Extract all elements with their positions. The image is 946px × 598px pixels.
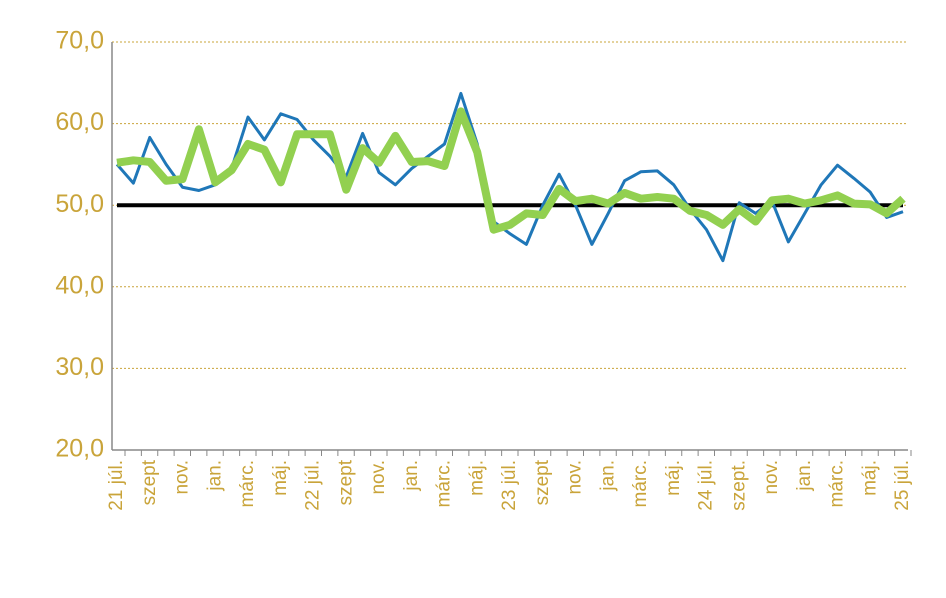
series-line: [115, 91, 904, 263]
x-tick-label: 22 júl.: [303, 460, 324, 511]
y-tick-label: 60,0: [55, 108, 104, 136]
x-tick-label: 24 júl.: [696, 460, 717, 511]
y-tick-label: 50,0: [55, 190, 104, 218]
x-tick-label: márc.: [827, 460, 848, 508]
y-tick-label: 20,0: [55, 435, 104, 463]
x-tick-label: márc.: [434, 460, 455, 508]
x-tick-label: szept: [532, 459, 553, 505]
x-tick-label: jan.: [401, 460, 422, 492]
x-tick-label: márc.: [237, 460, 258, 508]
x-tick-label: szept.: [728, 460, 749, 511]
x-tick-label: nov.: [761, 460, 782, 495]
x-tick-label: jan.: [204, 460, 225, 492]
y-tick-label: 70,0: [55, 27, 104, 55]
x-tick-label: szept: [335, 459, 356, 505]
x-tick-label: jan.: [794, 460, 815, 492]
x-tick-label: máj.: [270, 460, 291, 496]
x-tick-label: 23 júl.: [499, 460, 520, 511]
y-tick-label: 40,0: [55, 271, 104, 299]
x-tick-label: szept: [139, 459, 160, 505]
x-tick-label: máj.: [859, 460, 880, 496]
x-tick-label: nov.: [368, 460, 389, 495]
x-tick-label: nov.: [565, 460, 586, 495]
x-tick-label: 25 júl.: [892, 460, 913, 511]
x-tick-label: márc.: [630, 460, 651, 508]
x-tick-label: máj.: [663, 460, 684, 496]
y-tick-label: 30,0: [55, 353, 104, 381]
x-tick-label: 21 júl.: [106, 460, 127, 511]
x-tick-label: nov.: [172, 460, 193, 495]
series-line: [116, 107, 906, 234]
x-tick-label: jan.: [597, 460, 618, 492]
x-tick-label: máj.: [466, 460, 487, 496]
